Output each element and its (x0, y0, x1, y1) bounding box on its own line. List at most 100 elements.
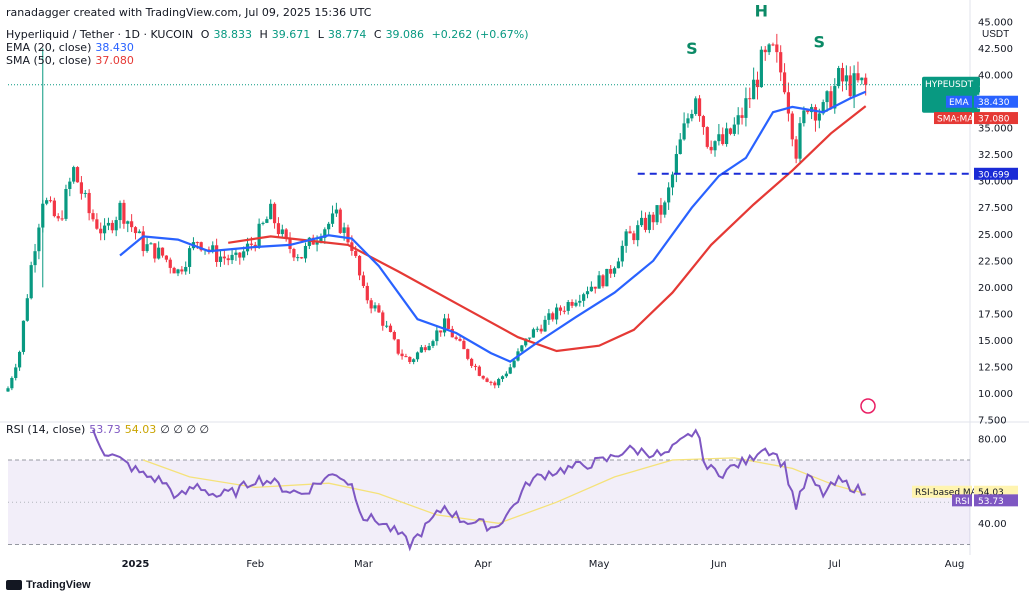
candle-down (95, 219, 99, 229)
candle-down (153, 243, 157, 259)
candle-down (238, 252, 242, 258)
candle-down (539, 328, 543, 332)
ema-20-line (119, 90, 867, 363)
candle-down (160, 247, 165, 256)
candle-down (551, 313, 555, 320)
candle-up (636, 225, 640, 241)
candle-down (477, 366, 481, 376)
rsi-label: RSI (14, close) (6, 423, 86, 436)
candle-up (261, 222, 265, 224)
high-value: 39.671 (271, 28, 311, 41)
candle-down (48, 200, 53, 202)
tradingview-logo[interactable]: TradingView (6, 579, 91, 591)
candle-up (33, 251, 37, 266)
candle-up (25, 298, 29, 321)
symbol-label: Hyperliquid / Tether · 1D · KUCOIN (6, 28, 194, 41)
candle-down (130, 221, 134, 228)
candle-up (412, 359, 416, 362)
candle-up (686, 118, 690, 124)
price-tick-label: 22.500 (978, 256, 1013, 267)
candle-up (802, 110, 806, 124)
rsi-ma-legend-value: 54.03 (124, 423, 157, 436)
candle-down (782, 72, 787, 93)
candle-down (601, 275, 605, 287)
candle-up (385, 325, 389, 327)
candle-up (315, 241, 319, 245)
candle-up (589, 286, 593, 292)
candle-down (470, 358, 474, 366)
candle-down (779, 52, 783, 73)
candle-up (605, 268, 609, 287)
candle-down (481, 375, 485, 379)
candle-up (184, 266, 188, 272)
sma-legend: SMA (50, close) 37.080 (6, 54, 138, 67)
candle-up (10, 377, 14, 389)
candle-up (64, 188, 68, 219)
candle-up (114, 220, 118, 231)
candle-down (763, 49, 767, 53)
symbol-tag-text: HYPEUSDT (925, 80, 974, 90)
candle-up (585, 291, 590, 295)
candle-down (790, 113, 794, 140)
price-tick-label: 17.500 (978, 309, 1013, 320)
candle-down (856, 73, 860, 81)
candle-up (837, 68, 841, 87)
candle-up (674, 154, 678, 175)
sma-value-text: 37.080 (978, 115, 1010, 125)
candle-down (558, 307, 563, 311)
candle-up (713, 141, 717, 151)
candle-down (609, 268, 613, 274)
candle-up (149, 243, 153, 245)
candle-down (354, 250, 358, 256)
candle-up (732, 124, 736, 134)
close-label: C (373, 28, 382, 41)
tradingview-logo-icon (6, 580, 22, 590)
sma-tag-box (934, 112, 972, 125)
low-value: 38.774 (327, 28, 367, 41)
candle-up (694, 98, 698, 114)
pattern-label: S (814, 32, 826, 51)
candle-down (651, 214, 655, 223)
candle-up (230, 254, 234, 261)
candle-down (365, 285, 369, 301)
candle-up (663, 202, 667, 215)
candle-up (435, 330, 439, 342)
candle-down (485, 378, 489, 382)
ema-value-text: 38.430 (978, 98, 1010, 108)
candle-up (14, 367, 18, 378)
candle-down (439, 330, 443, 333)
rsi-value-text: 53.73 (978, 497, 1004, 507)
candle-up (543, 319, 547, 332)
candle-down (381, 312, 385, 326)
candle-down (408, 356, 412, 362)
candle-down (75, 167, 80, 183)
price-tick-label: 30.000 (978, 177, 1013, 188)
candle-down (79, 182, 84, 194)
high-label: H (259, 28, 268, 41)
candle-up (29, 265, 33, 299)
candle-up (798, 123, 802, 159)
candle-up (527, 337, 532, 339)
candle-down (458, 338, 462, 341)
candle-up (860, 77, 864, 81)
candle-down (215, 245, 219, 262)
candle-down (199, 242, 203, 251)
candle-down (276, 223, 281, 235)
candle-up (137, 231, 141, 234)
time-tick-label: Jun (710, 559, 727, 570)
candle-up (620, 245, 624, 262)
candle-up (500, 376, 505, 380)
rsi-tick-label: 40.00 (978, 519, 1007, 530)
candle-down (740, 115, 744, 118)
candle-down (207, 249, 211, 251)
candle-down (392, 331, 396, 340)
candle-up (624, 231, 628, 246)
candle-up (342, 227, 346, 233)
candle-up (6, 388, 10, 392)
candle-up (655, 205, 659, 223)
candle-up (419, 347, 423, 353)
price-tick-label: 10.000 (978, 389, 1013, 400)
candle-up (17, 351, 22, 368)
candles-group (6, 33, 868, 392)
last-price-text: 39.086 (979, 79, 1014, 90)
